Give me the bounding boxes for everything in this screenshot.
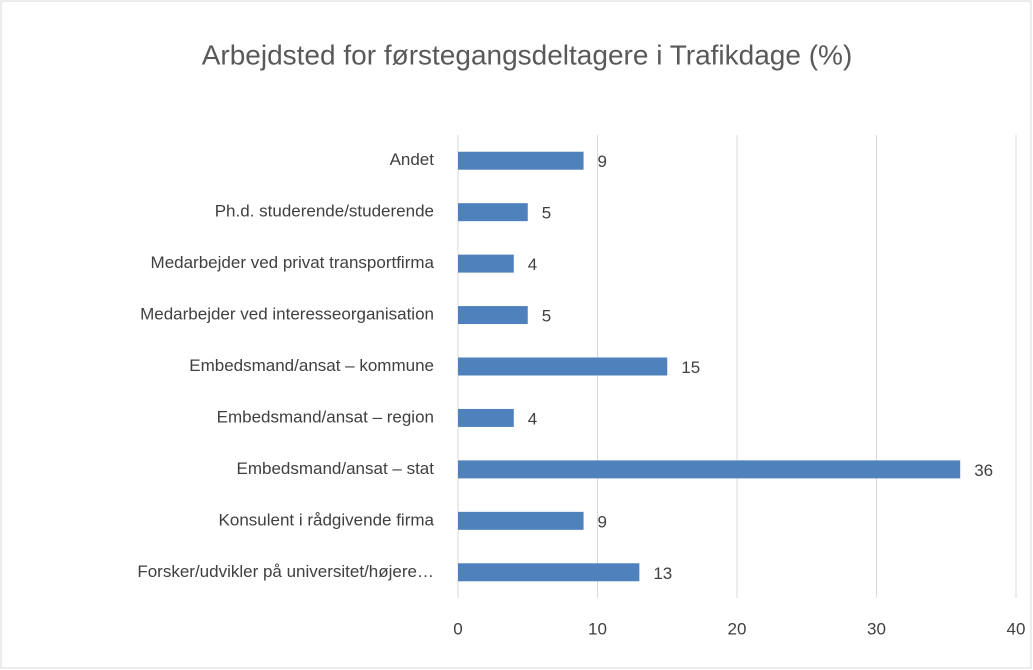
x-tick-label: 10 xyxy=(588,619,607,638)
data-label: 5 xyxy=(542,204,551,223)
bar xyxy=(458,408,514,427)
bar xyxy=(458,254,514,273)
y-tick-label: Embedsmand/ansat – region xyxy=(217,407,434,426)
x-tick-label: 20 xyxy=(728,619,747,638)
data-label: 9 xyxy=(598,152,607,171)
y-tick-label: Andet xyxy=(390,150,435,169)
bar xyxy=(458,460,961,479)
data-label: 9 xyxy=(598,512,607,531)
bar xyxy=(458,357,668,376)
y-tick-label: Medarbejder ved privat transportfirma xyxy=(151,253,435,272)
y-tick-label: Forsker/udvikler på universitet/højere… xyxy=(137,562,434,581)
y-tick-label: Konsulent i rådgivende firma xyxy=(219,510,435,529)
chart-title: Arbejdsted for førstegangsdeltagere i Tr… xyxy=(202,39,853,70)
data-label: 13 xyxy=(653,564,672,583)
data-label: 15 xyxy=(681,358,700,377)
bar xyxy=(458,563,640,582)
x-tick-label: 30 xyxy=(867,619,886,638)
bar xyxy=(458,203,528,222)
x-tick-label: 0 xyxy=(453,619,462,638)
y-tick-label: Embedsmand/ansat – stat xyxy=(236,459,434,478)
bar xyxy=(458,151,584,170)
y-tick-label: Embedsmand/ansat – kommune xyxy=(189,356,434,375)
data-label: 5 xyxy=(542,307,551,326)
data-label: 4 xyxy=(528,409,537,428)
y-tick-label: Ph.d. studerende/studerende xyxy=(215,202,434,221)
bar xyxy=(458,306,528,325)
x-tick-label: 40 xyxy=(1007,619,1026,638)
bar xyxy=(458,511,584,530)
data-label: 36 xyxy=(974,461,993,480)
data-label: 4 xyxy=(528,255,537,274)
y-tick-label: Medarbejder ved interesseorganisation xyxy=(140,305,434,324)
